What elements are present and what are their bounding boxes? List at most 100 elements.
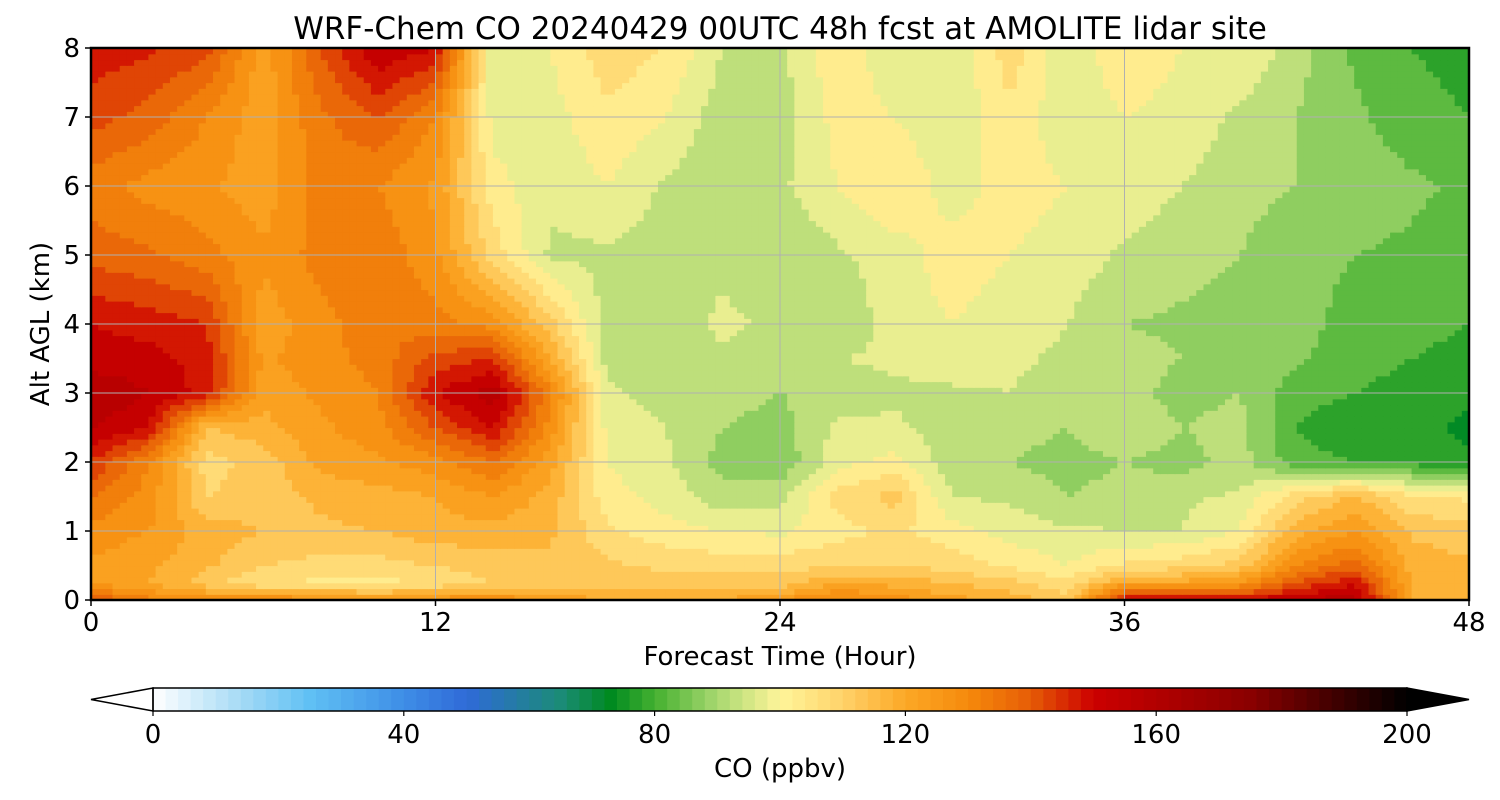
heatmap-cell [715,502,724,509]
heatmap-cell [98,548,106,555]
heatmap-cell [1296,467,1305,475]
heatmap-cell [1095,467,1104,475]
heatmap-cell [614,582,623,590]
heatmap-cell [1232,479,1240,486]
heatmap-cell [277,554,286,561]
heatmap-cell [1461,548,1469,555]
heatmap-cell [1375,513,1384,521]
heatmap-cell [622,479,630,486]
heatmap-cell [169,565,178,572]
heatmap-cell [686,502,695,509]
heatmap-cell [830,496,839,503]
heatmap-cell [134,548,142,555]
heatmap-cell [105,444,114,452]
heatmap-cell [428,467,437,475]
heatmap-cell [205,479,214,486]
heatmap-cell [241,548,250,555]
heatmap-cell [464,479,472,486]
heatmap-cell [1447,577,1456,584]
heatmap-cell [902,508,910,515]
heatmap-cell [313,485,322,492]
heatmap-cell [902,582,910,590]
heatmap-cell [1289,554,1298,561]
heatmap-cell [442,536,451,544]
heatmap-cell [1447,536,1456,544]
heatmap-cell [1260,571,1269,578]
heatmap-cell [1433,496,1441,503]
heatmap-cell [923,525,932,532]
heatmap-cell [1404,473,1413,480]
heatmap-cell [830,565,839,572]
heatmap-cell [995,479,1004,486]
heatmap-cell [1210,594,1219,600]
heatmap-cell [1095,479,1104,486]
heatmap-cell [600,467,609,475]
heatmap-cell [1361,554,1370,561]
heatmap-cell [184,565,193,572]
heatmap-cell [823,531,831,538]
heatmap-cell [385,548,394,555]
heatmap-cell [155,536,164,544]
heatmap-cell [1203,467,1212,475]
heatmap-cell [1067,571,1075,578]
heatmap-cell [148,525,157,532]
heatmap-cell [579,536,587,544]
heatmap-cell [327,456,336,463]
heatmap-cell [722,508,731,515]
heatmap-cell [1045,525,1054,532]
heatmap-cell [980,531,989,538]
heatmap-cell [528,450,537,457]
heatmap-cell [385,462,394,469]
heatmap-cell [887,502,896,509]
heatmap-cell [758,456,767,463]
heatmap-cell [449,571,458,578]
heatmap-cell [1167,490,1176,498]
heatmap-cell [708,531,717,538]
heatmap-cell [1153,531,1161,538]
heatmap-cell [1275,467,1283,475]
heatmap-cell [421,508,429,515]
heatmap-cell [808,577,817,584]
heatmap-cell [672,490,681,498]
heatmap-cell [1074,525,1083,532]
heatmap-cell [952,548,961,555]
heatmap-cell [500,582,508,590]
heatmap-cell [780,502,788,509]
heatmap-cell [1081,508,1090,515]
heatmap-cell [91,565,99,572]
heatmap-cell [1181,565,1190,572]
heatmap-cell [1031,525,1039,532]
heatmap-cell [657,565,666,572]
heatmap-cell [256,473,264,480]
heatmap-cell [191,542,200,549]
heatmap-cell [1346,479,1355,486]
heatmap-cell [966,462,975,469]
heatmap-cell [248,525,257,532]
heatmap-cell [1146,594,1154,600]
heatmap-cell [765,594,774,600]
heatmap-cell [1138,456,1147,463]
heatmap-cell [349,542,358,549]
heatmap-cell [399,502,408,509]
heatmap-cell [342,536,350,544]
heatmap-cell [1397,519,1406,526]
heatmap-cell [1232,525,1240,532]
heatmap-cell [1181,571,1190,578]
heatmap-cell [335,450,343,457]
heatmap-cell [758,571,767,578]
heatmap-cell [1117,571,1126,578]
heatmap-cell [930,450,939,457]
heatmap-cell [277,536,286,544]
heatmap-cell [959,577,968,584]
heatmap-cell [1038,542,1047,549]
heatmap-cell [629,519,638,526]
heatmap-cell [1131,496,1140,503]
heatmap-cell [607,559,616,567]
heatmap-cell [428,456,437,463]
heatmap-cell [1425,467,1434,475]
heatmap-cell [457,548,465,555]
heatmap-cell [600,582,609,590]
heatmap-cell [205,462,214,469]
heatmap-cell [205,577,214,584]
heatmap-cell [1224,450,1233,457]
